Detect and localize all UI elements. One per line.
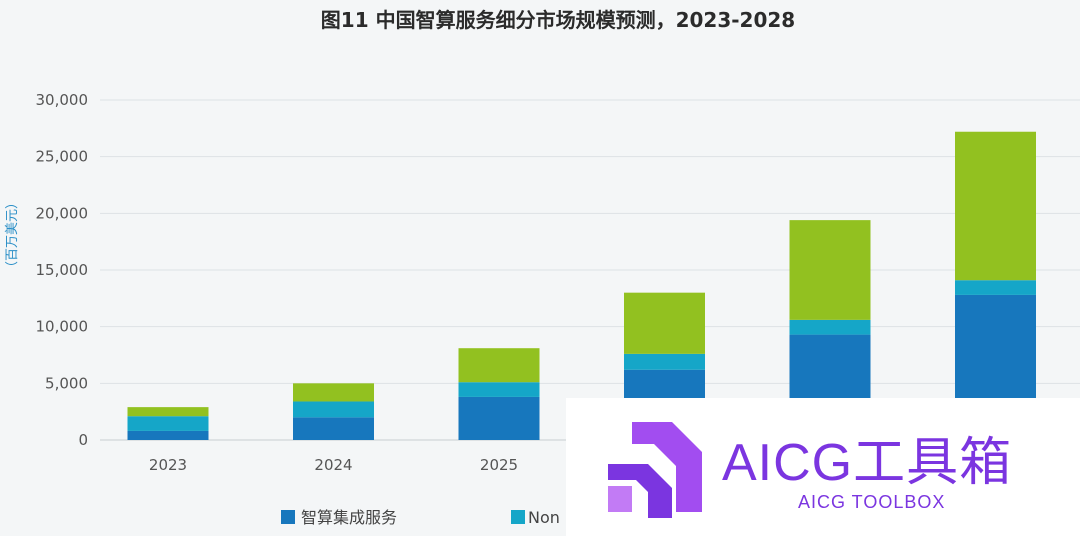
y-tick-label: 15,000 xyxy=(36,261,89,279)
y-tick-label: 25,000 xyxy=(36,148,89,166)
bar-2025-series-1 xyxy=(458,382,540,397)
y-tick-label: 30,000 xyxy=(36,91,89,109)
legend-label-series-1: Non xyxy=(528,508,560,527)
watermark-overlay: AICG工具箱 AICG TOOLBOX xyxy=(566,398,1080,536)
bar-2023-series-2 xyxy=(127,407,209,417)
y-axis-ticks: 0 5,000 10,000 15,000 20,000 25,000 30,000 xyxy=(36,91,89,449)
legend-swatch-series-0 xyxy=(281,510,295,524)
x-tick-label: 2023 xyxy=(149,456,187,474)
legend-swatch-series-1 xyxy=(511,510,525,524)
bar-2028-series-1 xyxy=(955,280,1036,295)
legend-label-series-0: 智算集成服务 xyxy=(301,508,397,527)
bar-2023-series-0 xyxy=(127,430,209,440)
bar-2025-series-0 xyxy=(458,396,540,440)
chart-title: 图11 中国智算服务细分市场规模预测，2023-2028 xyxy=(320,8,796,32)
x-axis-ticks: 2023 2024 2025 xyxy=(149,456,518,474)
bar-2027-series-2 xyxy=(789,220,871,320)
bar-2024-series-0 xyxy=(293,417,374,440)
aicg-logo-icon xyxy=(608,422,702,518)
bar-2027-series-1 xyxy=(789,319,871,335)
bar-2026-series-2 xyxy=(624,292,705,354)
y-tick-label: 0 xyxy=(78,431,88,449)
bar-2024-series-2 xyxy=(293,383,374,402)
bar-2025-series-2 xyxy=(458,348,540,383)
gridlines xyxy=(100,99,1080,441)
y-axis-label: （百万美元） xyxy=(5,196,20,274)
bar-2023-series-1 xyxy=(127,416,209,431)
x-tick-label: 2025 xyxy=(480,456,518,474)
bars xyxy=(127,131,1036,440)
legend: 智算集成服务 Non xyxy=(281,508,560,527)
y-tick-label: 5,000 xyxy=(45,374,88,392)
bar-2026-series-1 xyxy=(624,353,705,370)
bar-2028-series-2 xyxy=(955,131,1036,281)
watermark-subtitle: AICG TOOLBOX xyxy=(798,492,946,512)
y-tick-label: 20,000 xyxy=(36,204,89,222)
x-tick-label: 2024 xyxy=(314,456,352,474)
bar-2024-series-1 xyxy=(293,401,374,418)
y-tick-label: 10,000 xyxy=(36,318,89,336)
watermark-title: AICG工具箱 xyxy=(722,434,1013,492)
